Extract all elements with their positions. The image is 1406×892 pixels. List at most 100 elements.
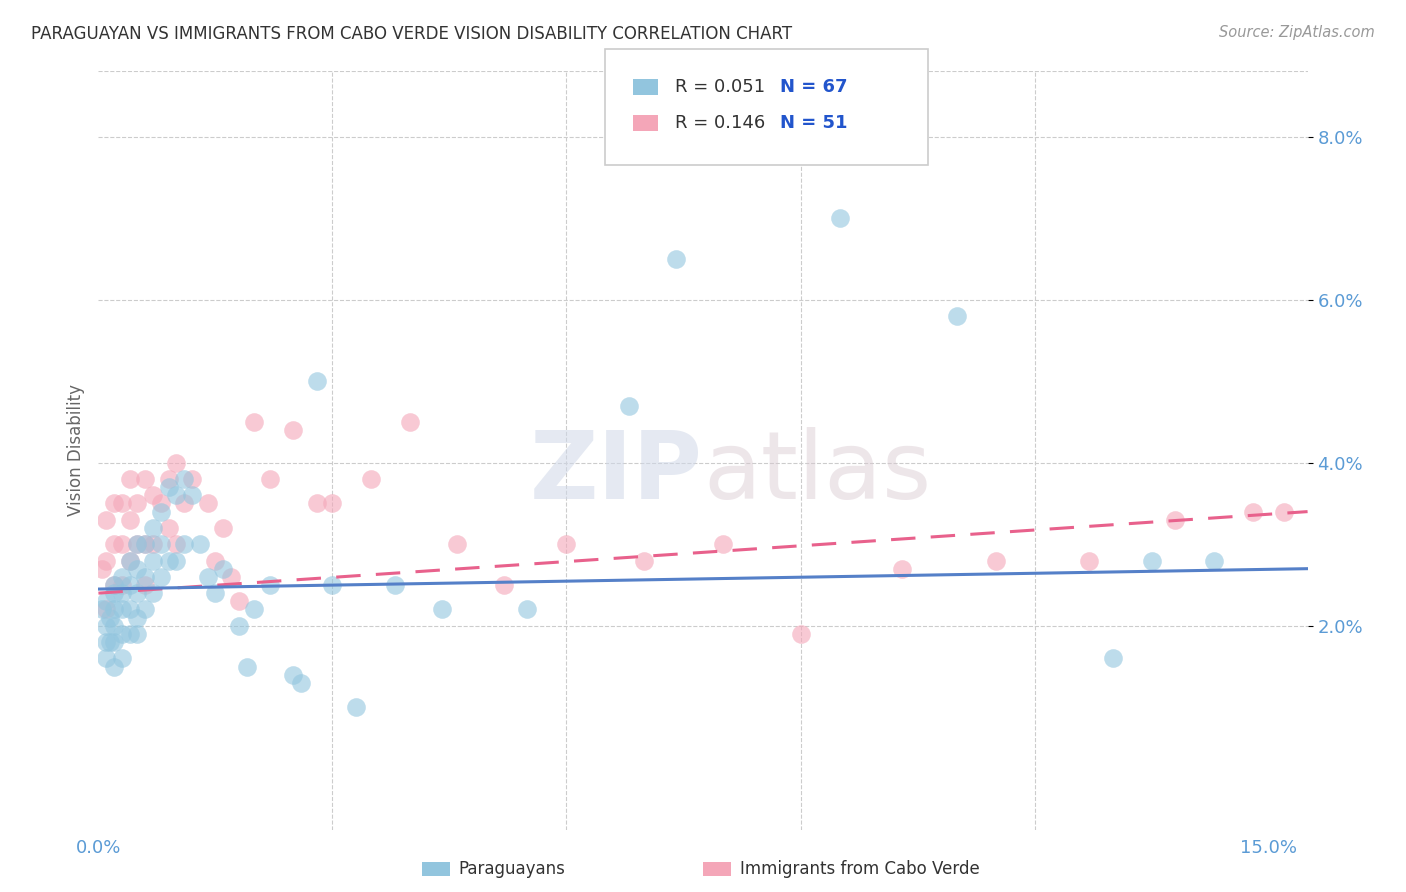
- Point: [118, 553, 141, 567]
- Point: [118, 602, 141, 616]
- Point: [134, 602, 156, 616]
- Point: [127, 562, 149, 576]
- Text: Immigrants from Cabo Verde: Immigrants from Cabo Verde: [740, 860, 980, 878]
- Text: R = 0.051: R = 0.051: [675, 78, 765, 96]
- Point: [228, 594, 250, 608]
- Point: [111, 651, 134, 665]
- Point: [134, 537, 156, 551]
- Point: [127, 496, 149, 510]
- Point: [98, 610, 121, 624]
- Point: [197, 496, 219, 510]
- Point: [134, 570, 156, 584]
- Point: [235, 659, 257, 673]
- Point: [204, 586, 226, 600]
- Text: R = 0.146: R = 0.146: [675, 114, 765, 132]
- Point: [142, 553, 165, 567]
- Point: [111, 627, 134, 641]
- Point: [134, 472, 156, 486]
- Point: [181, 488, 204, 502]
- Point: [516, 602, 538, 616]
- Point: [446, 537, 468, 551]
- Point: [111, 496, 134, 510]
- Point: [204, 553, 226, 567]
- Y-axis label: Vision Disability: Vision Disability: [66, 384, 84, 516]
- Point: [157, 553, 180, 567]
- Point: [103, 578, 125, 592]
- Point: [118, 578, 141, 592]
- Point: [173, 537, 195, 551]
- Point: [165, 488, 187, 502]
- Text: Source: ZipAtlas.com: Source: ZipAtlas.com: [1219, 25, 1375, 40]
- Point: [103, 635, 125, 649]
- Point: [118, 553, 141, 567]
- Point: [1241, 505, 1264, 519]
- Point: [103, 537, 125, 551]
- Point: [188, 537, 211, 551]
- Point: [228, 619, 250, 633]
- Point: [219, 570, 242, 584]
- Point: [142, 521, 165, 535]
- Text: PARAGUAYAN VS IMMIGRANTS FROM CABO VERDE VISION DISABILITY CORRELATION CHART: PARAGUAYAN VS IMMIGRANTS FROM CABO VERDE…: [31, 25, 792, 43]
- Point: [103, 659, 125, 673]
- Point: [321, 578, 343, 592]
- Point: [127, 627, 149, 641]
- Point: [96, 651, 118, 665]
- Point: [98, 635, 121, 649]
- Point: [91, 562, 114, 576]
- Point: [149, 537, 172, 551]
- Point: [127, 586, 149, 600]
- Point: [165, 456, 187, 470]
- Point: [617, 399, 640, 413]
- Point: [789, 627, 811, 641]
- Point: [430, 602, 453, 616]
- Point: [127, 610, 149, 624]
- Point: [103, 602, 125, 616]
- Point: [111, 537, 134, 551]
- Point: [259, 578, 281, 592]
- Point: [305, 496, 328, 510]
- Point: [127, 537, 149, 551]
- Point: [1101, 651, 1123, 665]
- Point: [173, 472, 195, 486]
- Point: [91, 602, 114, 616]
- Point: [149, 505, 172, 519]
- Point: [344, 700, 367, 714]
- Point: [633, 553, 655, 567]
- Point: [103, 578, 125, 592]
- Point: [103, 586, 125, 600]
- Point: [384, 578, 406, 592]
- Point: [305, 374, 328, 388]
- Point: [197, 570, 219, 584]
- Point: [149, 496, 172, 510]
- Point: [181, 472, 204, 486]
- Point: [118, 627, 141, 641]
- Point: [134, 537, 156, 551]
- Point: [118, 472, 141, 486]
- Point: [243, 415, 266, 429]
- Point: [321, 496, 343, 510]
- Point: [1140, 553, 1163, 567]
- Point: [96, 553, 118, 567]
- Point: [555, 537, 578, 551]
- Point: [127, 537, 149, 551]
- Point: [165, 537, 187, 551]
- Point: [243, 602, 266, 616]
- Text: Paraguayans: Paraguayans: [458, 860, 565, 878]
- Point: [142, 537, 165, 551]
- Point: [828, 211, 851, 226]
- Text: N = 51: N = 51: [780, 114, 848, 132]
- Point: [1078, 553, 1101, 567]
- Point: [290, 675, 312, 690]
- Point: [149, 570, 172, 584]
- Point: [118, 513, 141, 527]
- Point: [142, 586, 165, 600]
- Point: [283, 667, 305, 681]
- Point: [1164, 513, 1187, 527]
- Point: [103, 496, 125, 510]
- Point: [1202, 553, 1225, 567]
- Point: [134, 578, 156, 592]
- Point: [399, 415, 422, 429]
- Point: [1272, 505, 1295, 519]
- Point: [165, 553, 187, 567]
- Point: [111, 586, 134, 600]
